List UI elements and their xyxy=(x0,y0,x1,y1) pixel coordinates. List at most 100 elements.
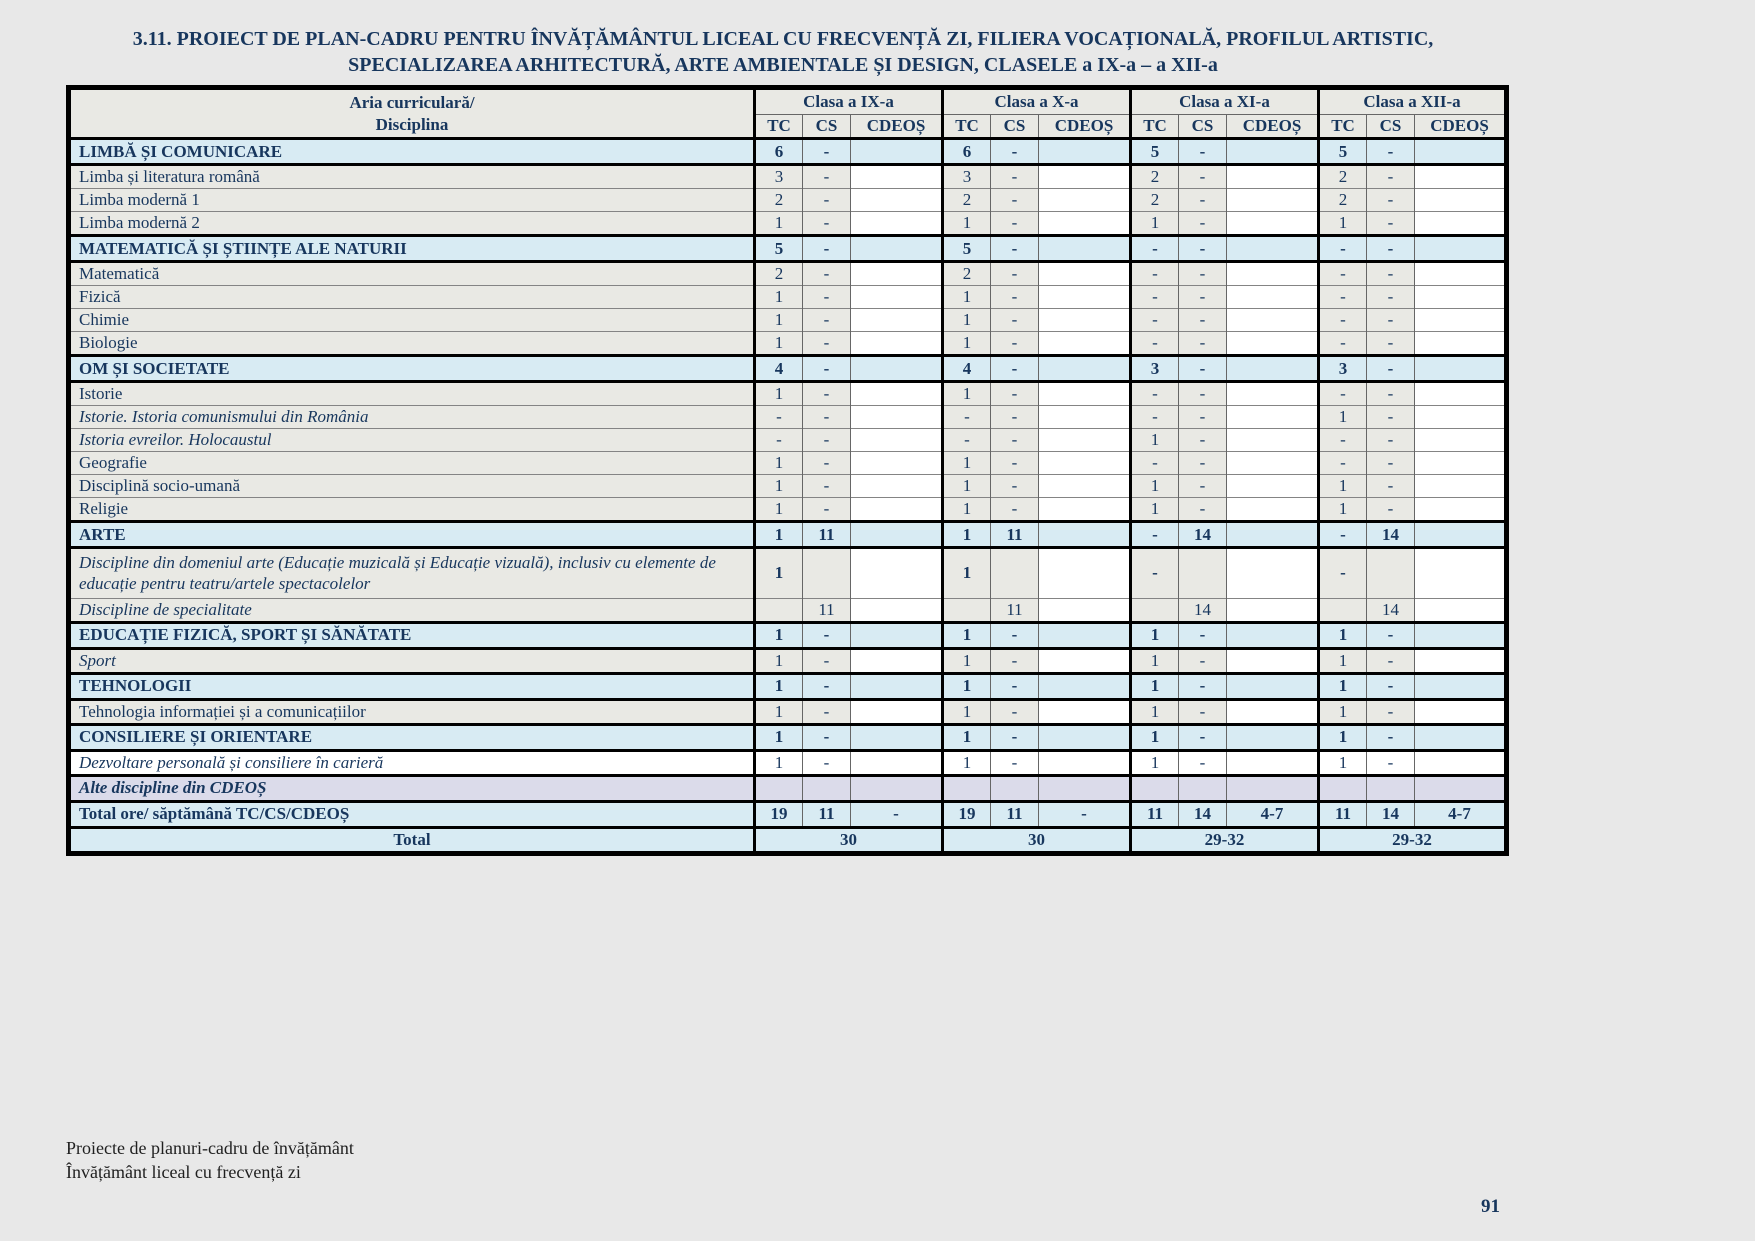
table-cell: - xyxy=(802,285,851,309)
table-cell: - xyxy=(1366,620,1415,648)
table-cell: 1 xyxy=(941,697,991,724)
table-cell xyxy=(1226,428,1319,452)
table-cell xyxy=(1038,671,1131,699)
table-cell: - xyxy=(990,163,1039,189)
table-cell xyxy=(1226,520,1319,548)
table-cell: - xyxy=(1178,285,1227,309)
table-cell xyxy=(850,234,943,262)
table-cell: - xyxy=(990,722,1039,750)
subcol-header-tc: TC xyxy=(1129,114,1179,140)
table-cell: 1 xyxy=(753,285,803,309)
table-cell: 5 xyxy=(1129,137,1179,165)
table-cell: - xyxy=(1178,620,1227,648)
row-label: Limba și literatura română xyxy=(68,163,755,189)
table-cell xyxy=(941,773,991,801)
footer-line2: Învățământ liceal cu frecvență zi xyxy=(66,1162,301,1183)
table-row: OM ȘI SOCIETATE 4-4-3-3- xyxy=(68,354,1507,382)
table-cell xyxy=(1226,474,1319,498)
table-cell: - xyxy=(1366,671,1415,699)
table-cell xyxy=(1038,163,1131,189)
row-label: Alte discipline din CDEOȘ xyxy=(68,773,755,801)
subcol-header-cs: CS xyxy=(1178,114,1227,140)
table-cell: 4-7 xyxy=(1413,799,1507,827)
table-cell: 3 xyxy=(753,163,803,189)
table-cell xyxy=(850,285,943,309)
table-cell: 5 xyxy=(941,234,991,262)
table-cell: - xyxy=(990,646,1039,673)
table-cell xyxy=(1413,380,1507,406)
table-cell: - xyxy=(1178,211,1227,236)
table-cell xyxy=(990,773,1039,801)
table-row: Religie 1-1-1-1- xyxy=(68,497,1507,522)
table-cell xyxy=(1226,546,1319,598)
table-cell: - xyxy=(802,428,851,452)
table-cell xyxy=(1413,597,1507,622)
table-cell: 1 xyxy=(1317,646,1367,673)
row-label: Biologie xyxy=(68,331,755,356)
table-cell xyxy=(1413,773,1507,801)
table-cell xyxy=(990,546,1039,598)
table-cell xyxy=(1413,520,1507,548)
table-cell: 1 xyxy=(1129,428,1179,452)
table-cell xyxy=(850,722,943,750)
table-cell: 6 xyxy=(753,137,803,165)
table-cell xyxy=(1413,285,1507,309)
table-cell: - xyxy=(1366,451,1415,475)
table-cell: 1 xyxy=(1317,748,1367,775)
table-cell: - xyxy=(802,331,851,356)
grand-total-cell: 30 xyxy=(753,825,943,853)
table-cell: 1 xyxy=(941,474,991,498)
table-row: ARTE 1 11 1 11-14-14 xyxy=(68,520,1507,548)
table-cell xyxy=(1226,671,1319,699)
table-cell xyxy=(850,354,943,382)
grand-total-cell: 29-32 xyxy=(1129,825,1319,853)
table-cell: 1 xyxy=(1317,474,1367,498)
table-cell xyxy=(850,597,943,622)
table-cell xyxy=(1413,331,1507,356)
table-cell xyxy=(802,773,851,801)
table-cell xyxy=(1178,546,1227,598)
table-cell: - xyxy=(990,308,1039,332)
table-cell: 14 xyxy=(1366,597,1415,622)
table-cell: 19 xyxy=(753,799,803,827)
table-cell: - xyxy=(1366,163,1415,189)
table-cell: - xyxy=(1178,748,1227,775)
table-cell: - xyxy=(990,428,1039,452)
table-cell: - xyxy=(1178,163,1227,189)
table-cell: 1 xyxy=(941,211,991,236)
table-cell: 2 xyxy=(753,188,803,212)
table-cell: - xyxy=(990,497,1039,522)
table-cell: 6 xyxy=(941,137,991,165)
table-cell xyxy=(1226,137,1319,165)
table-cell: 1 xyxy=(753,546,803,598)
row-label: Istorie. Istoria comunismului din Români… xyxy=(68,405,755,429)
table-cell: - xyxy=(1178,697,1227,724)
table-cell xyxy=(850,188,943,212)
subcol-header-cs: CS xyxy=(802,114,851,140)
row-label: Fizică xyxy=(68,285,755,309)
table-cell: - xyxy=(1178,497,1227,522)
table-cell xyxy=(1038,520,1131,548)
table-cell: 1 xyxy=(1129,211,1179,236)
table-cell: 14 xyxy=(1178,799,1227,827)
table-cell: - xyxy=(802,671,851,699)
table-cell xyxy=(1038,285,1131,309)
table-row: Fizică 1-1- - - - - xyxy=(68,285,1507,309)
table-cell xyxy=(850,546,943,598)
table-cell: 1 xyxy=(1317,405,1367,429)
table-cell: 11 xyxy=(990,597,1039,622)
table-cell: 1 xyxy=(753,451,803,475)
table-cell xyxy=(850,520,943,548)
table-cell: - xyxy=(1366,428,1415,452)
table-cell xyxy=(850,163,943,189)
table-cell: - xyxy=(1366,474,1415,498)
table-cell: 1 xyxy=(1317,697,1367,724)
table-cell xyxy=(1413,137,1507,165)
table-cell xyxy=(850,748,943,775)
row-label: Disciplină socio-umană xyxy=(68,474,755,498)
table-cell xyxy=(1129,773,1179,801)
table-row: Istorie 1-1- - - - - xyxy=(68,380,1507,406)
subcol-header-cdeos: CDEOȘ xyxy=(1413,114,1507,140)
table-row: LIMBĂ ȘI COMUNICARE 6-6-5-5- xyxy=(68,137,1507,165)
